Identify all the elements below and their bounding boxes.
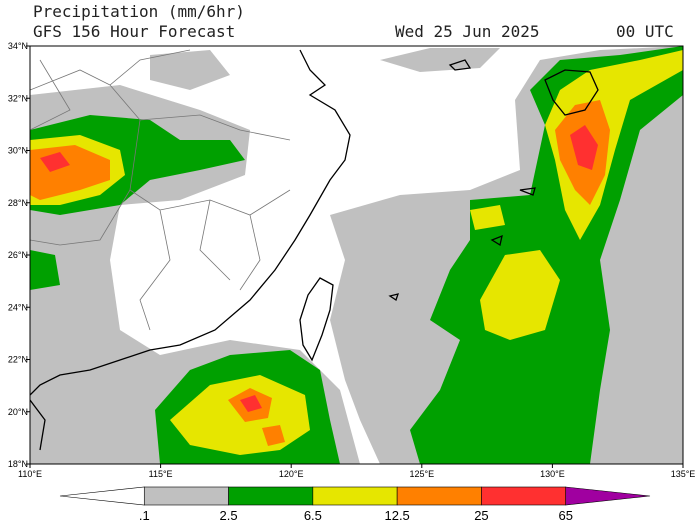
colorbar-high — [565, 486, 651, 506]
lat-tick-label: 22°N — [8, 355, 28, 365]
lat-tick-label: 28°N — [8, 198, 28, 208]
colorbar-segment — [228, 486, 314, 506]
lat-tick-label: 18°N — [8, 459, 28, 469]
lat-tick-label: 32°N — [8, 93, 28, 103]
date: Wed 25 Jun 2025 — [395, 22, 540, 41]
colorbar-label: 6.5 — [304, 508, 322, 523]
lon-tick-label: 130°E — [540, 469, 565, 479]
lat-tick-label: 26°N — [8, 250, 28, 260]
borders — [30, 49, 291, 331]
lat-tick-label: 20°N — [8, 407, 28, 417]
colorbar-segment — [481, 486, 567, 506]
colorbar-segment — [312, 486, 398, 506]
colorbar-label: 2.5 — [220, 508, 238, 523]
precip-extreme — [40, 125, 598, 412]
colorbar-label: 25 — [474, 508, 488, 523]
coastlines — [30, 49, 599, 451]
colorbar-label: .1 — [139, 508, 150, 523]
title: Precipitation (mm/6hr) — [33, 2, 245, 21]
time: 00 UTC — [616, 22, 674, 41]
map — [30, 46, 683, 464]
colorbar-label: 65 — [558, 508, 572, 523]
colorbar-low — [59, 486, 145, 506]
lat-tick-label: 30°N — [8, 146, 28, 156]
colorbar-label: 12.5 — [384, 508, 409, 523]
lon-tick-label: 115°E — [149, 469, 173, 479]
subtitle: GFS 156 Hour Forecast — [33, 22, 235, 41]
lon-tick-label: 125°E — [409, 469, 434, 479]
colorbar-segment — [396, 486, 482, 506]
lon-tick-label: 110°E — [18, 469, 42, 479]
lat-tick-label: 34°N — [8, 41, 28, 51]
lon-tick-label: 135°E — [671, 469, 696, 479]
lat-tick-label: 24°N — [8, 302, 28, 312]
colorbar-segment — [143, 486, 229, 506]
lon-tick-label: 120°E — [279, 469, 304, 479]
